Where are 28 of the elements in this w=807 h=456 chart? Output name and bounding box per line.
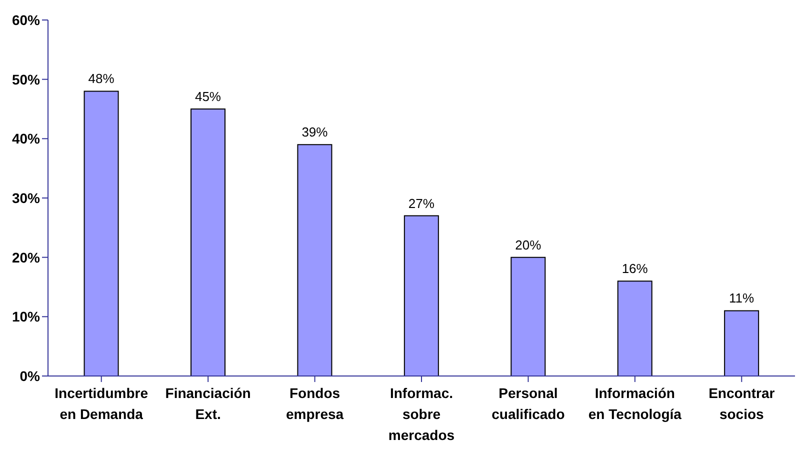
x-tick-label: Encontrar socios [708,385,776,422]
data-label: 20% [515,237,542,252]
y-tick-label: 40% [12,130,41,147]
x-tick-label: Fondos empresa [286,385,344,422]
y-tick-label: 50% [12,71,41,88]
data-label: 39% [302,124,328,140]
y-tick-label: 20% [12,249,41,266]
x-tick-label: Incertidumbre en Demanda [54,385,148,422]
data-label: 11% [729,290,755,306]
bar [297,144,332,376]
data-label: 45% [194,89,222,104]
x-tick-label: Información en Tecnología [588,385,682,422]
bar [617,280,652,376]
data-label: 48% [88,71,115,86]
bar [84,90,119,376]
bar [724,310,760,376]
data-label: 16% [622,261,648,276]
data-label: 27% [408,196,435,211]
bar [404,215,439,376]
y-tick-label: 0% [20,368,41,384]
y-tick-label: 10% [12,308,41,325]
x-tick-label: Personal cualificado [492,385,565,422]
bar [190,108,226,376]
bar [510,256,546,376]
x-tick-label: Informac. sobre mercados [388,385,455,443]
y-tick-label: 30% [12,190,41,206]
y-tick-label: 60% [12,12,41,28]
x-tick-label: Financiación Ext. [165,385,251,422]
